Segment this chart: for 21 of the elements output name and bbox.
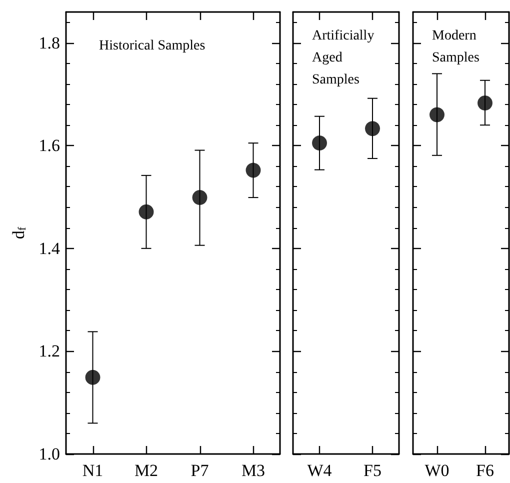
y-tick-label: 1.6 bbox=[38, 136, 60, 156]
x-tick-label: W0 bbox=[424, 461, 450, 480]
point bbox=[85, 370, 100, 385]
point bbox=[192, 190, 208, 206]
y-tick-label: 1.2 bbox=[38, 342, 60, 361]
y-tick-label: 1.8 bbox=[38, 33, 60, 52]
point bbox=[246, 162, 261, 178]
point bbox=[138, 204, 154, 220]
x-tick-label: P7 bbox=[190, 461, 210, 480]
text: Historical Samples bbox=[99, 38, 206, 54]
x-tick-label: M2 bbox=[134, 461, 158, 480]
y-axis-title: df bbox=[8, 226, 28, 240]
x-tick-label: F5 bbox=[364, 461, 382, 480]
x-tick-label: M3 bbox=[241, 461, 266, 480]
text: Modern Samples bbox=[432, 28, 480, 66]
text: Artificially Aged Samples bbox=[312, 28, 374, 88]
x-tick-label: N1 bbox=[82, 461, 104, 480]
y-tick-label: 1.0 bbox=[38, 444, 60, 464]
y-tick-label: 1.4 bbox=[38, 238, 60, 258]
x-tick-label: F6 bbox=[476, 461, 494, 480]
x-tick-label: W4 bbox=[307, 461, 332, 480]
